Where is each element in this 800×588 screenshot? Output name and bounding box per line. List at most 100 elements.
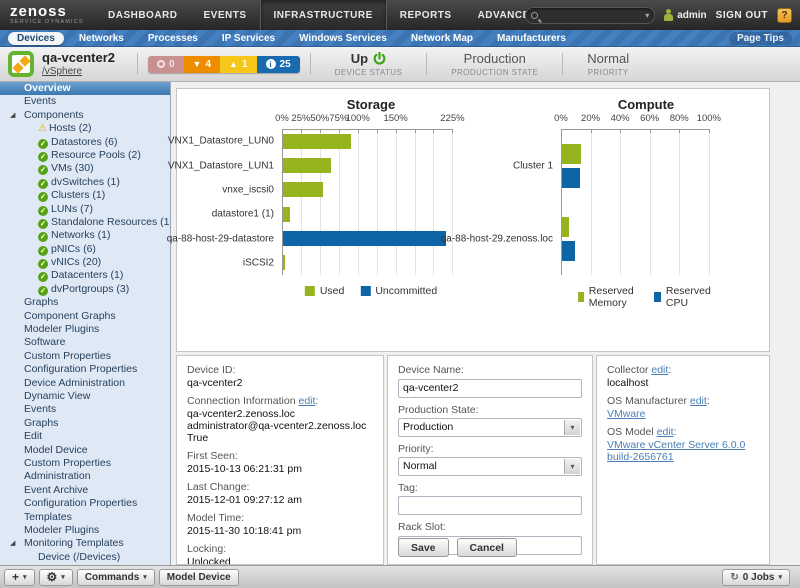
axis-tick <box>357 129 359 133</box>
sub-nav-item-manufacturers[interactable]: Manufacturers <box>497 32 566 44</box>
device-detail-label: Connection Information edit: <box>187 395 319 407</box>
sub-nav-item-windows-services[interactable]: Windows Services <box>299 32 387 44</box>
event-badge-critical[interactable]: 0 <box>147 55 184 73</box>
sidebar-item-label: Event Archive <box>24 483 89 496</box>
device-detail-field: Connection Information edit: qa-vcenter2.… <box>187 395 373 444</box>
sidebar-item-standalone-resources-1[interactable]: ✓ Standalone Resources (1) <box>0 216 170 229</box>
system-info-value[interactable]: VMware <box>607 408 646 420</box>
tree-expander-icon[interactable]: ◢ <box>10 540 16 548</box>
device-header: qa-vcenter2 /vSphere 0 ▼ 4 ▲ 1 i 25 Up DEVICE … <box>0 47 800 82</box>
device-name-field[interactable] <box>398 378 582 398</box>
axis-tick-label: 0% <box>554 113 568 124</box>
global-search[interactable]: ▾ <box>525 6 656 24</box>
top-nav-item-dashboard[interactable]: DASHBOARD <box>108 9 178 21</box>
tree-expander-icon[interactable]: ◢ <box>10 111 16 119</box>
top-nav-item-advanced[interactable]: ADVANCED <box>477 9 538 21</box>
ok-status-icon: ✓ <box>38 192 48 203</box>
gridline <box>357 129 359 275</box>
sub-nav-item-networks[interactable]: Networks <box>78 32 124 44</box>
sidebar-item-component-graphs[interactable]: Component Graphs <box>0 310 170 323</box>
zenoss-logo[interactable]: zenoss SERVICE DYNAMICS <box>0 4 95 26</box>
sidebar-item-label: ✓ vNICs (20) <box>38 256 102 270</box>
system-info-panel: Collector edit: localhost OS Manufacturer … <box>596 355 770 565</box>
legend-swatch <box>304 286 315 296</box>
cancel-button[interactable]: Cancel <box>456 538 517 557</box>
sidebar-item-software[interactable]: Software <box>0 336 170 349</box>
sidebar-item-graphs[interactable]: Graphs <box>0 417 170 430</box>
sign-out-button[interactable]: SIGN OUT <box>715 9 768 21</box>
sidebar-item-label: ✓ Datastores (6) <box>38 135 118 149</box>
sidebar-item-luns-7[interactable]: ✓ LUNs (7) <box>0 203 170 216</box>
axis-tick <box>620 129 622 133</box>
sidebar-item-edit[interactable]: Edit <box>0 430 170 443</box>
sidebar-item-dvportgroups-3[interactable]: ✓ dvPortgroups (3) <box>0 283 170 296</box>
sidebar-item-vms-30[interactable]: ✓ VMs (30) <box>0 162 170 176</box>
device-detail-label: Last Change: <box>187 481 250 493</box>
commands-button[interactable]: Commands ▾ <box>76 568 155 586</box>
save-button[interactable]: Save <box>398 538 449 557</box>
jobs-button[interactable]: ↻ 0 Jobs ▾ <box>722 568 790 586</box>
event-badge-warning[interactable]: ▲ 1 <box>220 55 257 73</box>
user-menu[interactable]: admin <box>664 9 707 21</box>
sidebar-item-label: ✓ Resource Pools (2) <box>38 148 141 162</box>
chevron-down-icon[interactable]: ▾ <box>645 10 650 20</box>
edit-link[interactable]: edit <box>689 395 707 407</box>
sidebar-item-monitoring-templates[interactable]: ◢ Monitoring Templates <box>0 537 170 550</box>
sidebar-item-model-device[interactable]: Model Device <box>0 444 170 457</box>
top-nav-item-events[interactable]: EVENTS <box>203 9 247 21</box>
sidebar-item-configuration-properties[interactable]: Configuration Properties <box>0 497 170 510</box>
sidebar-item-custom-properties[interactable]: Custom Properties <box>0 350 170 363</box>
system-info-value[interactable]: VMware vCenter Server 6.0.0 build-265676… <box>607 439 746 463</box>
tag-field[interactable] <box>398 496 582 515</box>
sidebar-item-device-devices[interactable]: Device (/Devices) <box>0 551 170 564</box>
sub-nav-item-network-map[interactable]: Network Map <box>410 32 474 44</box>
sidebar-item-dvswitches-1[interactable]: ✓ dvSwitches (1) <box>0 176 170 189</box>
sidebar-item-graphs[interactable]: Graphs <box>0 296 170 309</box>
production-state-select[interactable]: Production ▾ <box>398 417 582 437</box>
sidebar-item-modeler-plugins[interactable]: Modeler Plugins <box>0 323 170 336</box>
sidebar-item-networks-1[interactable]: ✓ Networks (1) <box>0 229 170 243</box>
sub-nav-item-ip-services[interactable]: IP Services <box>221 32 276 44</box>
sidebar-item-administration[interactable]: Administration <box>0 470 170 483</box>
event-badge-error[interactable]: ▼ 4 <box>183 55 221 73</box>
tag-label: Tag: <box>398 481 418 494</box>
footer-toolbar: + ▾ ⚙ ▾ Commands ▾ Model Device ↻ 0 Jobs… <box>0 565 800 588</box>
page-tips-button[interactable]: Page Tips <box>728 31 792 45</box>
system-info-label: OS Manufacturer edit: <box>607 395 710 407</box>
sidebar-item-components[interactable]: ◢ Components <box>0 109 170 122</box>
sidebar-item-custom-properties[interactable]: Custom Properties <box>0 457 170 470</box>
sidebar-item-device-administration[interactable]: Device Administration <box>0 377 170 390</box>
help-button[interactable]: ? <box>777 7 792 23</box>
sidebar-item-events[interactable]: Events <box>0 95 170 108</box>
sidebar-item-datacenters-1[interactable]: ✓ Datacenters (1) <box>0 269 170 283</box>
sidebar-item-datastores-6[interactable]: ✓ Datastores (6) <box>0 136 170 149</box>
sidebar-item-events[interactable]: Events <box>0 403 170 416</box>
sidebar-item-pnics-6[interactable]: ✓ pNICs (6) <box>0 243 170 256</box>
sidebar-item-vnics-20[interactable]: ✓ vNICs (20) <box>0 256 170 270</box>
sub-nav-item-devices[interactable]: Devices <box>8 31 64 45</box>
event-badge-info[interactable]: i 25 <box>256 55 300 73</box>
sidebar-item-dynamic-view[interactable]: Dynamic View <box>0 390 170 403</box>
top-nav-item-infrastructure[interactable]: INFRASTRUCTURE <box>259 0 387 30</box>
device-class-link[interactable]: /vSphere <box>42 65 83 77</box>
sidebar-item-resource-pools-2[interactable]: ✓ Resource Pools (2) <box>0 149 170 162</box>
sidebar-item-event-archive[interactable]: Event Archive <box>0 484 170 497</box>
chart-bar-used <box>283 182 324 198</box>
sidebar-item-configuration-properties[interactable]: Configuration Properties <box>0 363 170 376</box>
sub-nav-item-processes[interactable]: Processes <box>147 32 198 44</box>
gridline <box>620 129 622 275</box>
top-nav-item-reports[interactable]: REPORTS <box>399 9 452 21</box>
sidebar-item-clusters-1[interactable]: ✓ Clusters (1) <box>0 189 170 203</box>
edit-link[interactable]: edit <box>298 395 316 407</box>
sidebar-item-overview[interactable]: Overview <box>0 82 170 96</box>
search-input[interactable] <box>538 9 646 21</box>
sidebar-item-modeler-plugins[interactable]: Modeler Plugins <box>0 524 170 537</box>
model-device-button[interactable]: Model Device <box>158 568 239 586</box>
actions-button[interactable]: ⚙ ▾ <box>38 568 73 586</box>
edit-link[interactable]: edit <box>656 426 674 438</box>
sidebar-item-templates[interactable]: Templates <box>0 511 170 524</box>
priority-select[interactable]: Normal ▾ <box>398 456 582 476</box>
edit-link[interactable]: edit <box>651 364 669 376</box>
add-device-button[interactable]: + ▾ <box>4 568 35 586</box>
sidebar-item-hosts-2[interactable]: ⚠ Hosts (2) <box>0 122 170 135</box>
